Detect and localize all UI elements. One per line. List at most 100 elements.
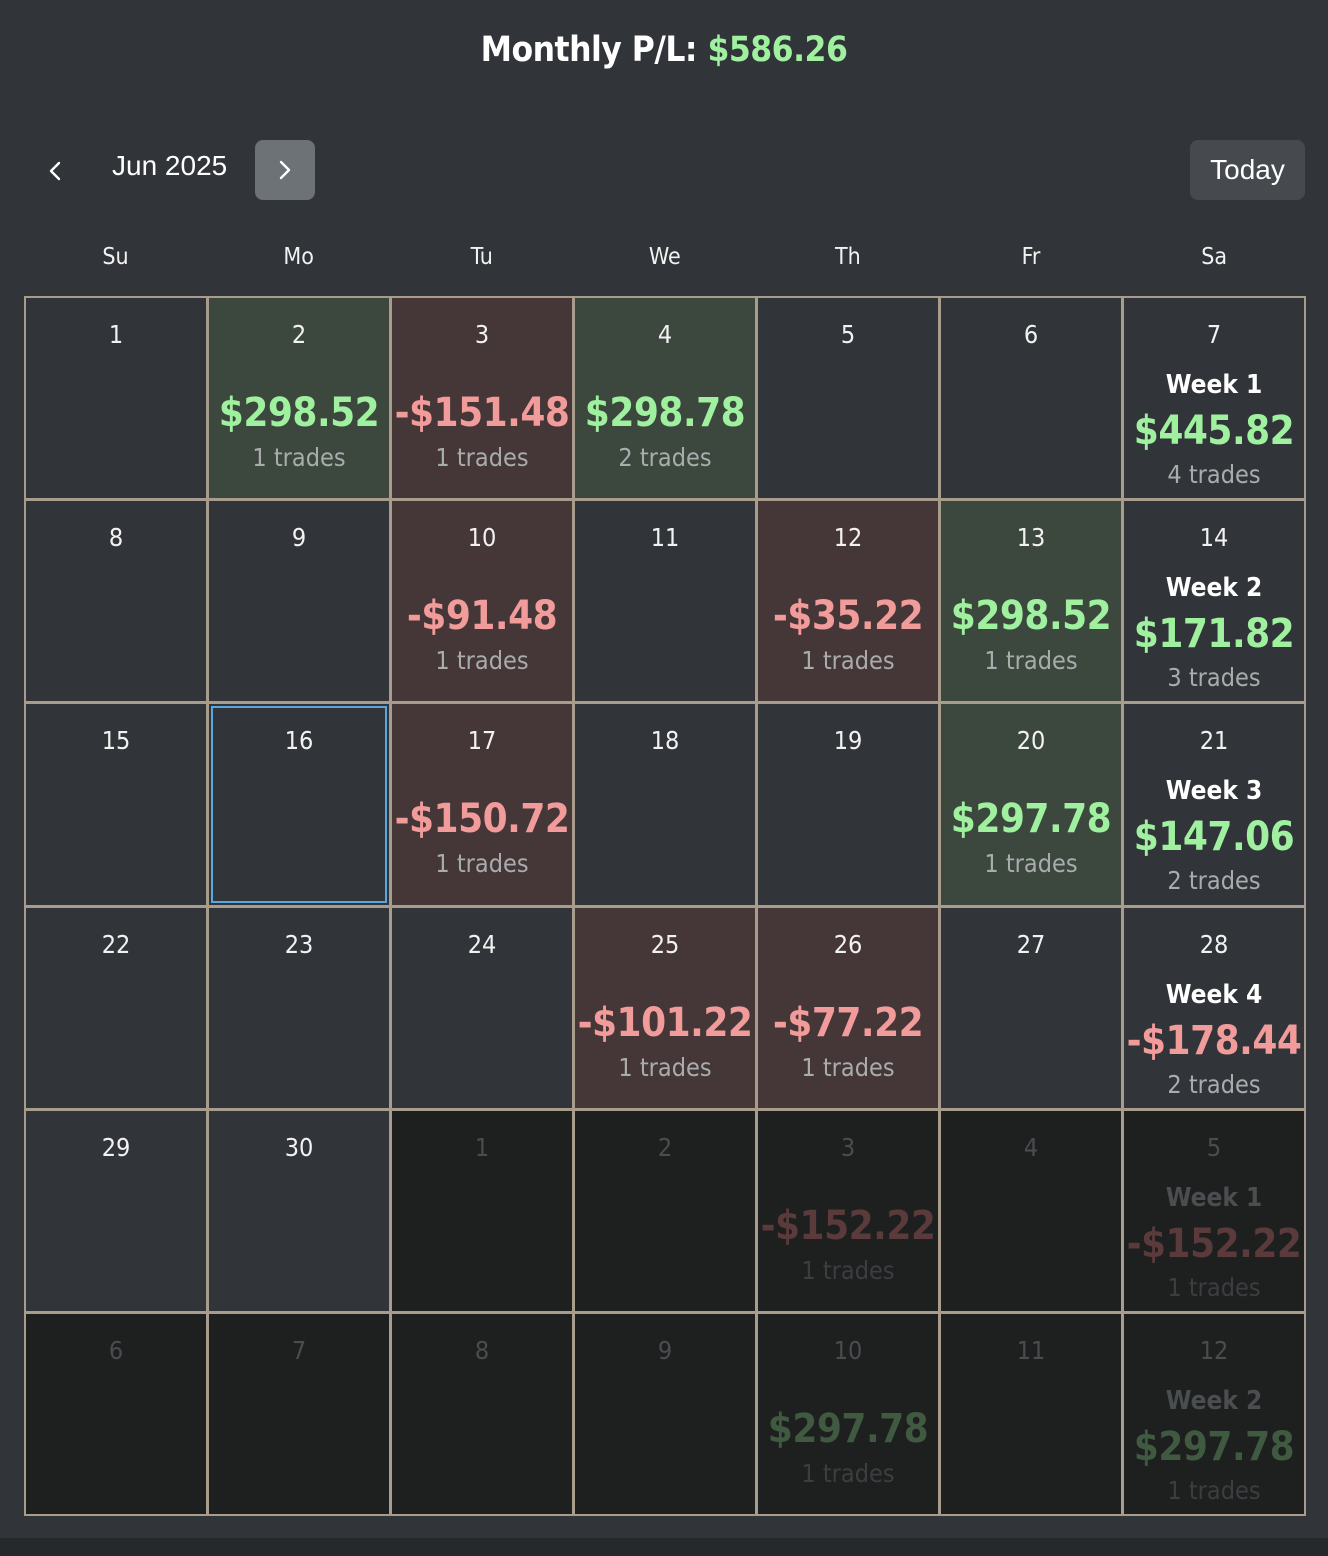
day-pl-amount: $298.52 <box>218 390 380 436</box>
day-number: 6 <box>108 1335 124 1365</box>
day-number: 8 <box>108 523 124 553</box>
trade-count: 4 trades <box>1167 460 1261 489</box>
trade-count: 3 trades <box>1167 663 1261 693</box>
day-number: 5 <box>840 320 856 349</box>
prev-month-button[interactable] <box>30 148 80 194</box>
day-pl-amount: -$152.22 <box>760 1202 936 1249</box>
week-summary-cell[interactable]: 28 Week 4 -$178.44 2 trades <box>1124 907 1304 1108</box>
day-cell[interactable]: 10 -$91.48 1 trades <box>392 501 572 702</box>
day-cell[interactable]: 24 <box>392 907 572 1108</box>
week-summary-cell[interactable]: 21 Week 3 $147.06 2 trades <box>1124 704 1304 905</box>
day-number: 5 <box>1206 1132 1222 1162</box>
day-number: 30 <box>284 1132 314 1162</box>
day-number: 12 <box>833 523 863 553</box>
day-pl-amount: $298.52 <box>950 593 1112 640</box>
day-cell[interactable]: 19 <box>758 704 938 905</box>
day-pl-amount: -$151.48 <box>394 390 570 436</box>
day-cell[interactable]: 25 -$101.22 1 trades <box>575 907 755 1108</box>
day-cell[interactable]: 7 <box>209 1313 389 1514</box>
day-cell[interactable]: 15 <box>26 704 206 905</box>
day-cell[interactable]: 29 <box>26 1110 206 1311</box>
week-label: Week 2 <box>1165 1385 1263 1416</box>
day-number: 25 <box>650 929 680 959</box>
day-number: 2 <box>291 320 307 349</box>
day-number: 26 <box>833 929 863 959</box>
trade-count: 1 trades <box>1167 1475 1261 1505</box>
day-cell[interactable]: 9 <box>209 501 389 702</box>
month-label: Jun 2025 <box>112 150 228 181</box>
day-cell[interactable]: 12 -$35.22 1 trades <box>758 501 938 702</box>
day-pl-amount: $298.78 <box>584 390 746 436</box>
page-title: Monthly P/L: $586.26 <box>0 30 1328 70</box>
day-number: 1 <box>474 1132 490 1162</box>
day-number: 16 <box>284 726 314 756</box>
day-number: 4 <box>1023 1132 1039 1162</box>
day-cell[interactable]: 11 <box>941 1313 1121 1514</box>
week-summary-cell[interactable]: 7 Week 1 $445.82 4 trades <box>1124 298 1304 499</box>
today-button[interactable]: Today <box>1190 140 1305 200</box>
week-label: Week 4 <box>1165 979 1263 1010</box>
week-summary-cell[interactable]: 14 Week 2 $171.82 3 trades <box>1124 501 1304 702</box>
day-cell[interactable]: 3 -$151.48 1 trades <box>392 298 572 499</box>
day-cell[interactable]: 27 <box>941 907 1121 1108</box>
day-cell[interactable]: 1 <box>392 1110 572 1311</box>
chevron-right-icon <box>279 160 291 180</box>
trade-count: 1 trades <box>984 646 1078 676</box>
day-pl-amount: -$35.22 <box>772 593 924 640</box>
week-label: Week 3 <box>1165 776 1263 807</box>
day-cell[interactable]: 8 <box>392 1313 572 1514</box>
day-cell[interactable]: 20 $297.78 1 trades <box>941 704 1121 905</box>
day-cell[interactable]: 2 $298.52 1 trades <box>209 298 389 499</box>
day-number: 7 <box>291 1335 307 1365</box>
day-number: 22 <box>101 929 131 959</box>
week-summary-cell[interactable]: 12 Week 2 $297.78 1 trades <box>1124 1313 1304 1514</box>
next-month-button[interactable] <box>255 140 315 200</box>
day-cell[interactable]: 23 <box>209 907 389 1108</box>
week-summary-cell[interactable]: 5 Week 1 -$152.22 1 trades <box>1124 1110 1304 1311</box>
day-cell[interactable]: 4 <box>941 1110 1121 1311</box>
day-cell[interactable]: 11 <box>575 501 755 702</box>
day-cell[interactable]: 26 -$77.22 1 trades <box>758 907 938 1108</box>
day-cell[interactable]: 10 $297.78 1 trades <box>758 1313 938 1514</box>
day-cell[interactable]: 13 $298.52 1 trades <box>941 501 1121 702</box>
day-cell[interactable]: 4 $298.78 2 trades <box>575 298 755 499</box>
day-cell[interactable]: 6 <box>941 298 1121 499</box>
week-label: Week 1 <box>1165 370 1263 400</box>
trade-count: 1 trades <box>801 646 895 676</box>
day-number: 29 <box>101 1132 131 1162</box>
day-number: 6 <box>1023 320 1039 349</box>
day-pl-amount: $297.78 <box>767 1405 929 1452</box>
day-cell[interactable]: 30 <box>209 1110 389 1311</box>
day-cell[interactable]: 18 <box>575 704 755 905</box>
weekday-header: Su Mo Tu We Th Fr Sa <box>24 244 1306 270</box>
day-cell[interactable]: 22 <box>26 907 206 1108</box>
day-number: 10 <box>467 523 497 553</box>
chevron-left-icon <box>49 161 61 181</box>
day-cell[interactable]: 2 <box>575 1110 755 1311</box>
day-cell[interactable]: 1 <box>26 298 206 499</box>
day-cell[interactable]: 17 -$150.72 1 trades <box>392 704 572 905</box>
week-pl-amount: $445.82 <box>1133 408 1295 454</box>
day-cell[interactable]: 16 <box>209 704 389 905</box>
day-number: 17 <box>467 726 497 756</box>
day-cell[interactable]: 3 -$152.22 1 trades <box>758 1110 938 1311</box>
day-number: 9 <box>291 523 307 553</box>
day-cell[interactable]: 9 <box>575 1313 755 1514</box>
week-label: Week 1 <box>1165 1182 1263 1213</box>
weekday-label: Mo <box>283 244 314 270</box>
day-number: 20 <box>1016 726 1046 756</box>
title-prefix: Monthly P/L: <box>480 30 698 70</box>
day-number: 11 <box>650 523 680 553</box>
day-cell[interactable]: 5 <box>758 298 938 499</box>
day-number: 12 <box>1199 1335 1229 1365</box>
day-pl-amount: -$91.48 <box>406 593 558 640</box>
weekday-label: Sa <box>1201 244 1228 270</box>
day-number: 24 <box>467 929 497 959</box>
day-number: 9 <box>657 1335 673 1365</box>
day-cell[interactable]: 6 <box>26 1313 206 1514</box>
weekday-label: Su <box>102 244 129 270</box>
trade-count: 1 trades <box>435 646 529 676</box>
trade-count: 1 trades <box>801 1458 895 1488</box>
day-cell[interactable]: 8 <box>26 501 206 702</box>
